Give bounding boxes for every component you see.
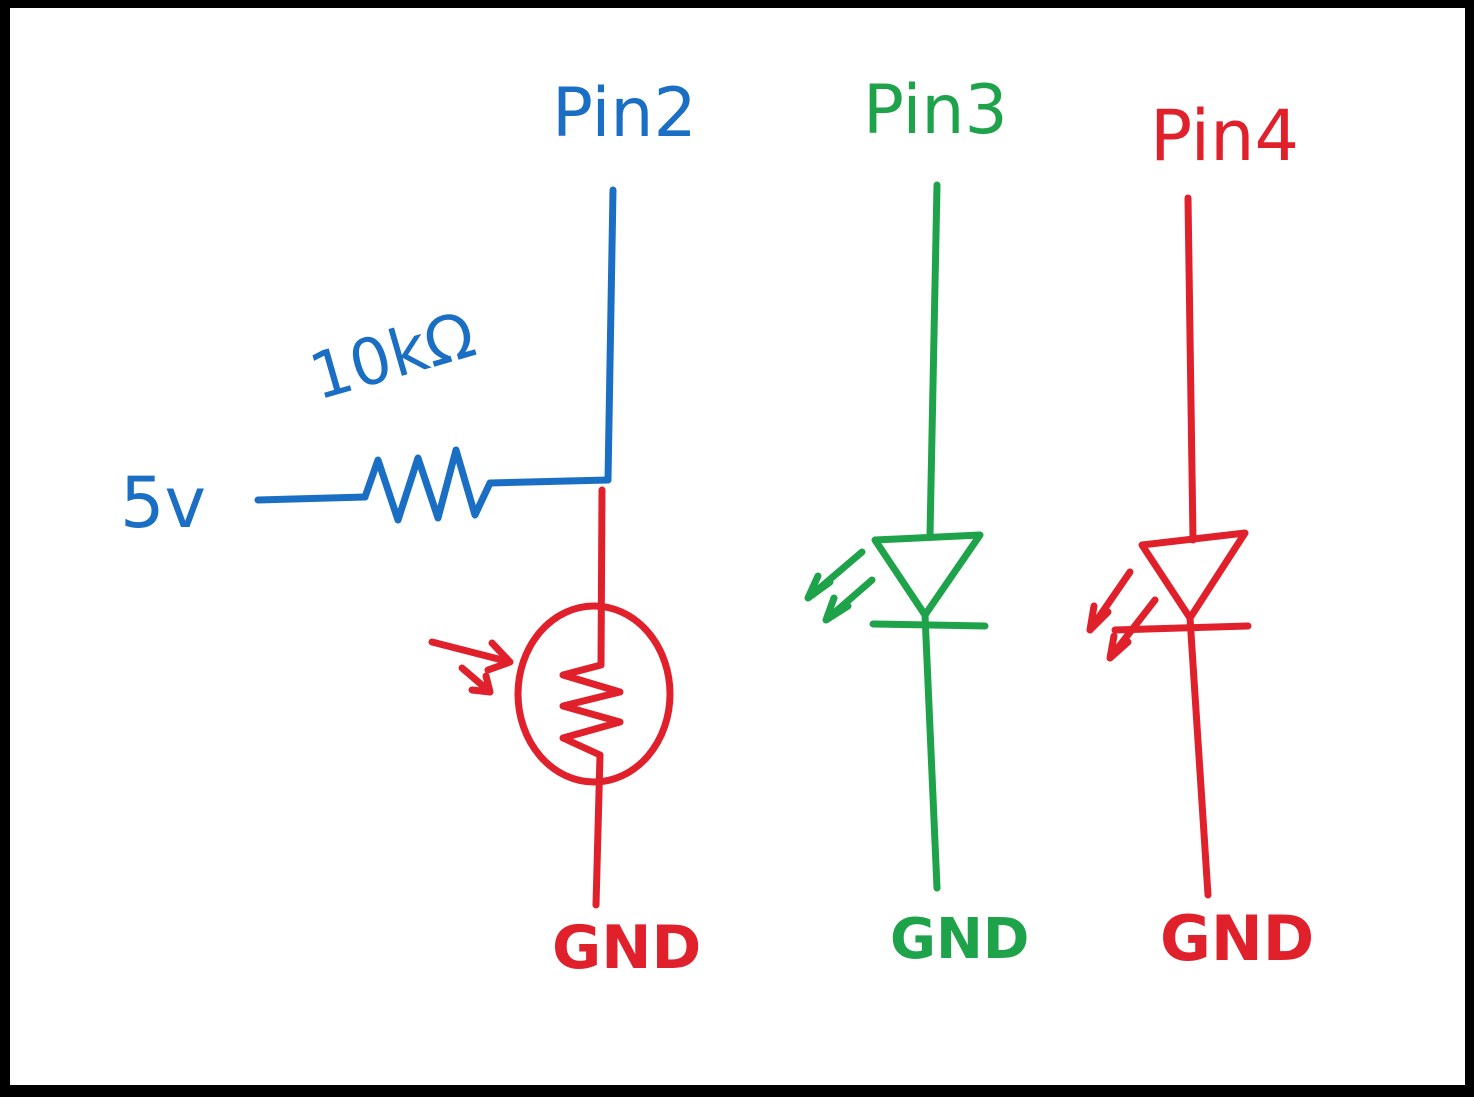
light-arrow-1 [428,638,514,674]
supply-label: 5v [120,462,206,544]
pin4-net [1086,194,1252,899]
red-led-arrow-1 [1086,568,1134,634]
gnd-pin3-label: GND [890,907,1029,972]
green-led-triangle [871,531,984,619]
resistor-to-node-wire [486,476,612,487]
pin4-label: Pin4 [1150,95,1299,177]
pin3-upper-wire [926,181,941,539]
pin3-label: Pin3 [863,71,1008,150]
red-led-triangle [1138,529,1249,622]
ldr-upper-wire [597,486,606,669]
green-led-arrow-1 [804,548,866,602]
light-arrow-2 [458,664,494,696]
photoresistor-net [428,486,674,909]
pin2-net [254,186,617,524]
photoresistor-circle [514,602,674,786]
diagram-paper [10,8,1465,1085]
resistor-10k [361,446,494,524]
green-led-arrow-2 [822,576,876,624]
gnd-ldr-label: GND [552,913,701,983]
pin2-label: Pin2 [552,74,697,153]
ldr-lower-wire [592,751,604,909]
green-led-bar [869,620,989,630]
red-led-bar [1111,622,1252,634]
photoresistor-zigzag [559,661,624,759]
resistor-value-label: 10kΩ [302,298,483,415]
supply-wire [254,493,369,504]
red-led-arrow-2 [1106,596,1159,662]
pin3-lower-wire [921,611,941,892]
pin4-upper-wire [1184,194,1197,544]
gnd-pin4-label: GND [1160,902,1314,975]
pin4-lower-wire [1186,614,1212,899]
pin3-net [804,181,989,892]
pin2-wire [604,186,617,484]
